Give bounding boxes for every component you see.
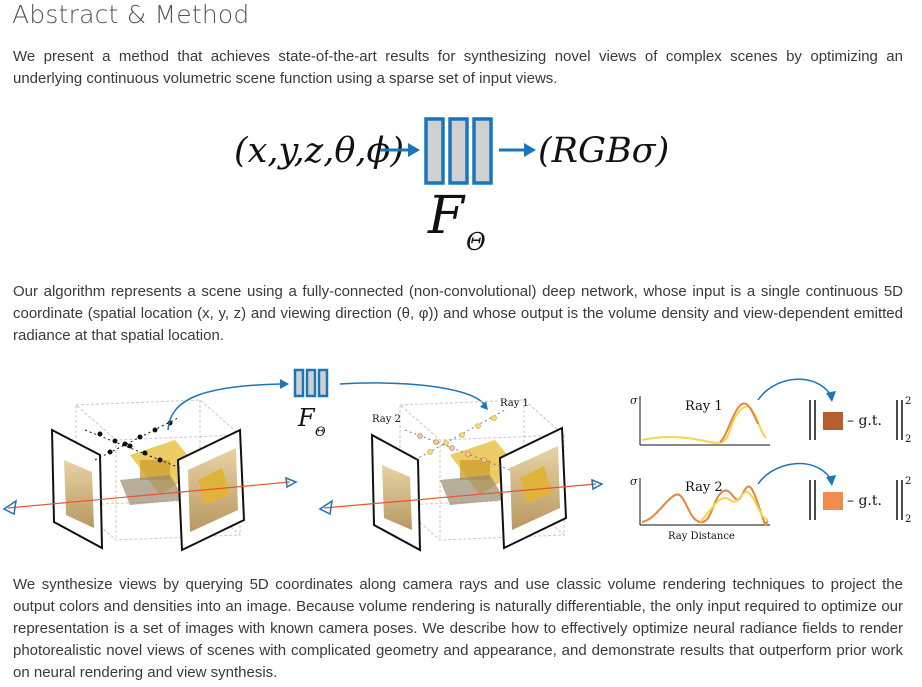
ground-truth-label: – g.t. — [847, 493, 882, 509]
x-axis-label: Ray Distance — [668, 531, 735, 542]
output-arrow — [339, 382, 488, 410]
sample-points — [404, 409, 511, 471]
ray1-label: Ray 1 — [500, 398, 529, 409]
output-rgb-sigma: (RGBσ) — [538, 131, 669, 171]
camera-image-plane — [370, 433, 422, 552]
norm-subscript: 2 — [905, 434, 911, 445]
scene-right: Ray 1 Ray 2 — [318, 398, 604, 552]
volume-rendering-diagram: F Θ — [2, 368, 911, 552]
norm-subscript: 2 — [905, 514, 911, 525]
lego-bulldozer-icon — [120, 440, 200, 505]
network-block-icon — [293, 368, 329, 398]
compare-arrow — [757, 462, 836, 486]
ray1-density-plot: σ Ray 1 — [630, 394, 770, 446]
network-label-subscript: Θ — [315, 425, 326, 440]
arrow-right-icon — [380, 143, 420, 157]
network-label: F — [297, 404, 316, 432]
plot-ray1-label: Ray 1 — [685, 399, 723, 414]
algorithm-paragraph: Our algorithm represents a scene using a… — [13, 283, 903, 344]
norm-superscript: 2 — [905, 396, 911, 407]
camera-image-plane — [50, 428, 104, 550]
camera-ray — [2, 476, 298, 516]
intro-paragraph: We present a method that achieves state-… — [13, 48, 903, 87]
network-label-subscript: Θ — [466, 228, 486, 256]
norm-superscript: 2 — [905, 476, 911, 487]
synthesis-paragraph: We synthesize views by querying 5D coord… — [13, 576, 903, 681]
network-function-diagram: (x,y,z,θ,ϕ) (RGBσ) F Θ — [234, 117, 669, 256]
sigma-label: σ — [630, 394, 638, 407]
ground-truth-label: – g.t. — [847, 413, 882, 429]
network-label: F — [427, 186, 466, 246]
camera-ray — [318, 478, 604, 516]
compare-arrow — [757, 378, 836, 402]
rendered-color-swatch — [823, 412, 843, 430]
sample-points — [84, 417, 181, 469]
loss-term-ray1: – g.t. 2 2 — [809, 396, 911, 445]
ray2-label: Ray 2 — [372, 414, 401, 425]
rendered-color-swatch — [823, 492, 843, 510]
plot-ray2-label: Ray 2 — [685, 480, 723, 495]
sigma-label: σ — [630, 475, 638, 488]
loss-term-ray2: – g.t. 2 2 — [809, 476, 911, 525]
camera-image-plane — [498, 426, 568, 550]
input-coordinates: (x,y,z,θ,ϕ) — [234, 131, 404, 171]
camera-image-plane — [176, 428, 246, 552]
arrow-right-icon — [499, 143, 536, 157]
query-arrow — [167, 379, 289, 431]
network-block-icon — [424, 117, 493, 185]
scene-left — [2, 399, 298, 552]
section-title: Abstract & Method — [12, 0, 250, 29]
ray2-density-plot: σ Ray 2 Ray Distance — [630, 475, 770, 542]
